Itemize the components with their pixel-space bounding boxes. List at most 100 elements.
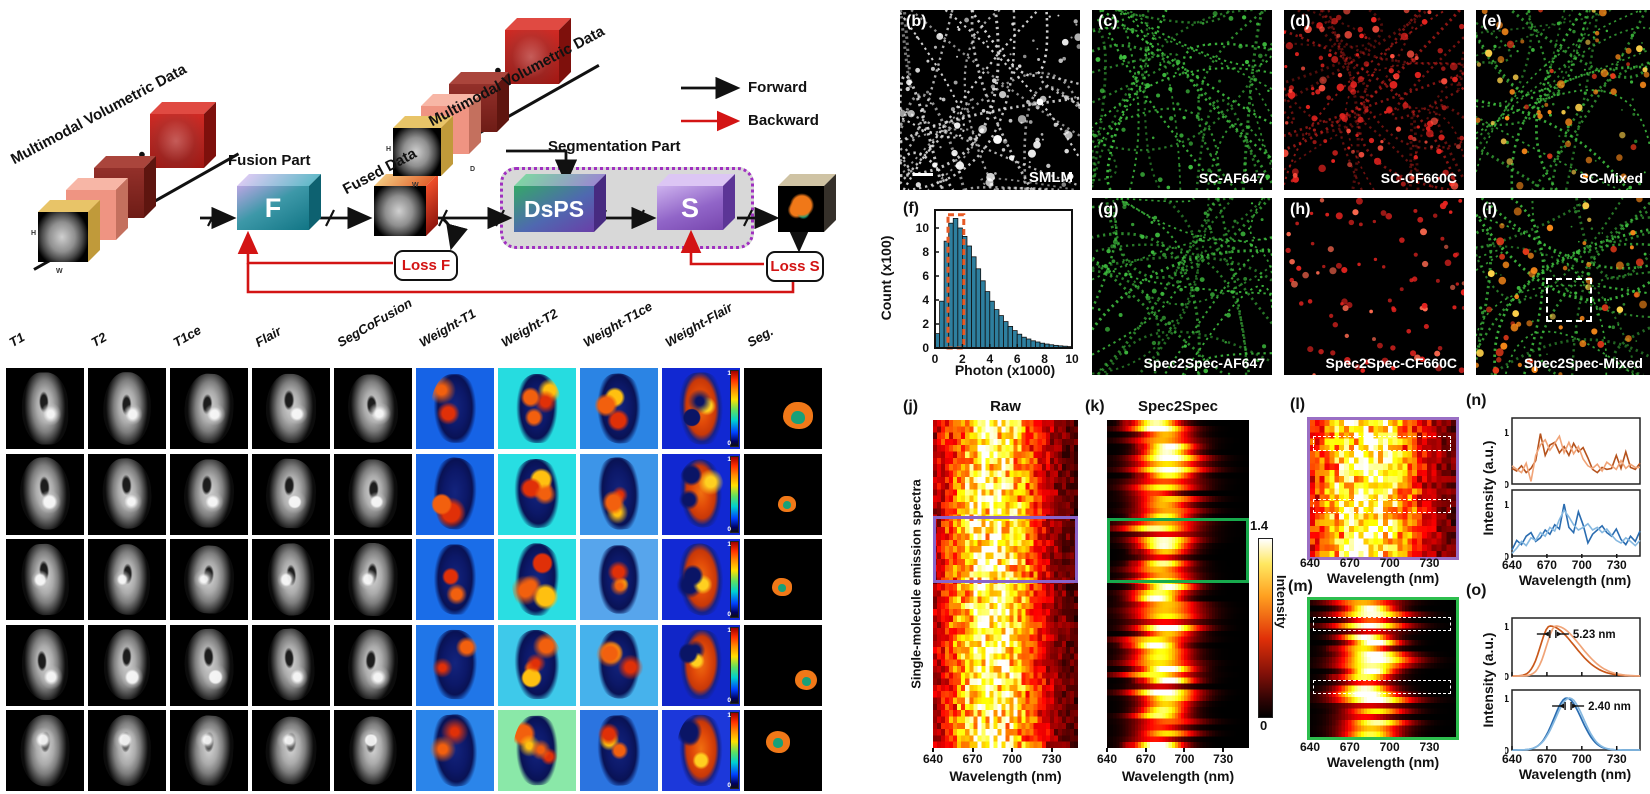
mri-cell: [88, 368, 166, 449]
legend-backward-label: Backward: [748, 112, 819, 129]
brain-slice: [348, 715, 398, 786]
brain-slice: [263, 715, 319, 786]
spec2spec-heatmap: [1107, 420, 1249, 748]
weight-map-slice: [428, 456, 482, 532]
weight-colorbar-max: 1: [727, 370, 731, 377]
panel-n-xlabel: Wavelength (nm): [1518, 572, 1632, 588]
panel-letter: (b): [906, 13, 927, 30]
brain-slice: [182, 372, 236, 445]
microscopy-panel-g: (g) Spec2Spec-AF647: [1092, 198, 1272, 375]
svg-text:8: 8: [1041, 352, 1048, 366]
wavelength-tick-label: 640: [1501, 752, 1523, 766]
microscopy-panel-i: (i) Spec2Spec-Mixed: [1476, 198, 1650, 375]
output-seg-cube: [778, 186, 824, 232]
segmentation-core: [791, 411, 805, 424]
mri-column-label: Weight-Flair: [662, 299, 735, 350]
mri-cell: [170, 710, 248, 791]
weight-colorbar: [730, 712, 739, 789]
mri-column-label: T1: [6, 329, 28, 350]
mri-cell: [252, 624, 330, 706]
brain-slice: [265, 542, 317, 617]
brain-slice: [264, 458, 317, 530]
colorbar-min-label: 0: [1260, 718, 1268, 733]
fusion-part-title: Fusion Part: [228, 152, 311, 169]
panel-l-label: (l): [1290, 396, 1306, 413]
legend-forward-label: Forward: [748, 79, 808, 96]
weight-map-slice: [674, 371, 728, 446]
mri-cell: [170, 368, 248, 449]
mri-cell: [334, 368, 412, 449]
weight-colorbar-max: 1: [727, 712, 731, 719]
weight-map-slice: [676, 629, 726, 701]
microscopy-panel-d: (d) SC-CF660C: [1284, 10, 1464, 190]
mri-cell: [252, 539, 330, 620]
spec2spec-region-outline: [1107, 518, 1249, 583]
mri-cell: [744, 453, 822, 535]
panel-n-ylabel: Intensity (a.u.): [1480, 440, 1496, 536]
brain-slice: [347, 459, 399, 529]
mri-cell: [334, 453, 412, 535]
weight-colorbar-min: 0: [727, 525, 731, 533]
volume-cube: [505, 30, 559, 84]
tick-mark: [1222, 748, 1225, 752]
loss-f-box: Loss F: [394, 250, 458, 281]
mri-cell: [6, 710, 84, 791]
svg-text:0: 0: [922, 341, 929, 355]
mri-cell: [580, 453, 658, 535]
weight-colorbar-max: 1: [727, 626, 731, 634]
svg-text:10: 10: [916, 221, 930, 235]
panel-letter: (c): [1098, 13, 1118, 30]
weight-map-slice: [593, 456, 645, 532]
dim-w-label2: W: [412, 182, 419, 189]
mri-cell: [88, 624, 166, 706]
mri-cell: [170, 624, 248, 706]
mri-column-label: T1ce: [170, 322, 204, 350]
zoom-row-marker: [1313, 617, 1451, 631]
segmentation-part-title: Segmentation Part: [548, 138, 681, 155]
weight-colorbar: [730, 626, 739, 704]
mri-cell: [498, 624, 576, 706]
panel-m-label: (m): [1288, 578, 1313, 595]
segmentation-blob: [772, 577, 793, 596]
panel-caption: Spec2Spec-AF647: [1143, 355, 1265, 371]
mri-cell: [416, 453, 494, 535]
spec2spec-zoom-heatmap: [1307, 597, 1459, 740]
wavelength-tick-label: 700: [1002, 752, 1023, 766]
mri-cell: [88, 539, 166, 620]
panel-o-xlabel: Wavelength (nm): [1518, 766, 1632, 782]
weight-map-slice: [674, 542, 728, 617]
wavelength-tick-label: 730: [1213, 752, 1234, 766]
panel-k-label: (k): [1085, 398, 1105, 415]
weight-colorbar-max: 1: [727, 541, 731, 548]
mri-cell: [498, 368, 576, 449]
zoom-row-marker: [1313, 680, 1451, 694]
mri-cell: [744, 539, 822, 620]
weight-map-slice: [510, 541, 564, 618]
wavelength-tick-label: 730: [1041, 752, 1062, 766]
tick-mark: [1144, 748, 1147, 752]
panel-j-xlabel: Wavelength (nm): [949, 768, 1062, 784]
mri-cell: [498, 710, 576, 791]
panel-m-xlabel: Wavelength (nm): [1326, 754, 1440, 770]
dim-d-label: D: [470, 166, 476, 173]
weight-map-slice: [594, 630, 644, 700]
microscopy-panel-h: (h) Spec2Spec-CF660C: [1284, 198, 1464, 375]
panel-caption: Spec2Spec-CF660C: [1325, 355, 1457, 371]
panel-caption: Spec2Spec-Mixed: [1523, 355, 1643, 371]
wavelength-tick-label: 700: [1379, 740, 1400, 754]
colorbar-max-label: 1.4: [1250, 518, 1269, 533]
brain-slice: [265, 627, 317, 703]
mri-cell: [334, 624, 412, 706]
mri-cell: [498, 453, 576, 535]
brain-slice: [20, 371, 70, 446]
scale-bar: [913, 172, 933, 176]
wavelength-tick-label: 670: [1536, 752, 1557, 766]
wavelength-tick-label: 670: [1135, 752, 1156, 766]
brain-slice: [18, 713, 71, 788]
wavelength-tick-label: 670: [1339, 556, 1360, 570]
fusion-network-block: F: [237, 186, 309, 230]
